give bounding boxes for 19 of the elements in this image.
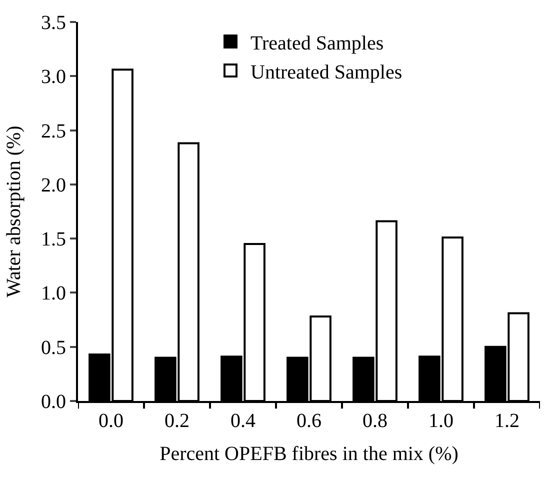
y-tick-label: 1.5 [41,228,66,251]
x-tick-label: 1.0 [428,410,454,432]
y-tick-label: 0.5 [41,336,66,359]
y-axis-title: Water absorption (%) [3,126,25,298]
y-tick-label: 2.0 [41,174,66,196]
y-tick-label: 3.5 [41,12,66,34]
legend-label: Untreated Samples [250,61,402,84]
x-tick-label: 0.2 [164,410,190,432]
x-tick-label: 0.8 [362,410,388,432]
legend-label: Treated Samples [250,32,384,54]
x-tick-label: 0.0 [98,410,124,432]
x-tick-label: 0.4 [230,410,256,432]
y-tick-label: 1.0 [41,282,66,305]
y-tick-label: 2.5 [41,120,66,142]
y-tick-label: 0.0 [41,391,66,413]
y-tick-label: 3.0 [41,66,66,88]
x-tick-label: 1.2 [494,410,520,432]
x-axis-title: Percent OPEFB fibres in the mix (%) [160,443,458,465]
x-tick-label: 0.6 [296,410,322,432]
